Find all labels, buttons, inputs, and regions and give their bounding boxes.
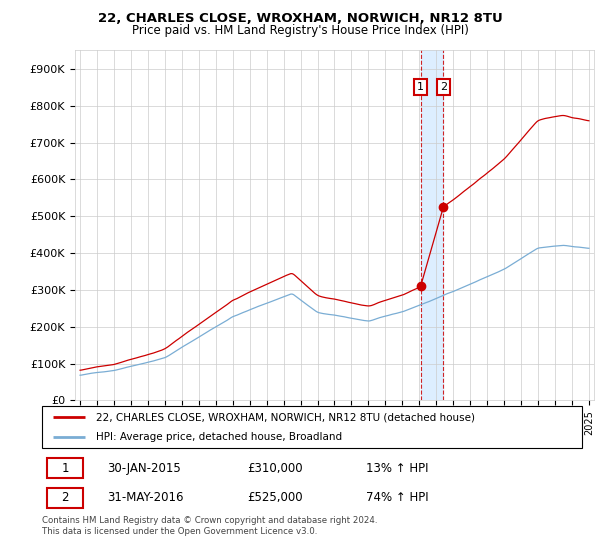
Bar xyxy=(421,50,443,400)
Text: 22, CHARLES CLOSE, WROXHAM, NORWICH, NR12 8TU: 22, CHARLES CLOSE, WROXHAM, NORWICH, NR1… xyxy=(98,12,502,25)
Bar xyxy=(47,488,83,507)
Text: 1: 1 xyxy=(61,462,69,475)
Text: Price paid vs. HM Land Registry's House Price Index (HPI): Price paid vs. HM Land Registry's House … xyxy=(131,24,469,36)
Text: Contains HM Land Registry data © Crown copyright and database right 2024.
This d: Contains HM Land Registry data © Crown c… xyxy=(42,516,377,536)
Text: 74% ↑ HPI: 74% ↑ HPI xyxy=(366,491,428,504)
Text: 30-JAN-2015: 30-JAN-2015 xyxy=(107,462,181,475)
Text: HPI: Average price, detached house, Broadland: HPI: Average price, detached house, Broa… xyxy=(96,432,342,442)
Text: 13% ↑ HPI: 13% ↑ HPI xyxy=(366,462,428,475)
Text: 22, CHARLES CLOSE, WROXHAM, NORWICH, NR12 8TU (detached house): 22, CHARLES CLOSE, WROXHAM, NORWICH, NR1… xyxy=(96,412,475,422)
Text: £525,000: £525,000 xyxy=(247,491,303,504)
Text: 2: 2 xyxy=(61,491,69,504)
Text: 2: 2 xyxy=(440,82,447,92)
Text: £310,000: £310,000 xyxy=(247,462,303,475)
Bar xyxy=(47,459,83,478)
Text: 31-MAY-2016: 31-MAY-2016 xyxy=(107,491,184,504)
Text: 1: 1 xyxy=(417,82,424,92)
